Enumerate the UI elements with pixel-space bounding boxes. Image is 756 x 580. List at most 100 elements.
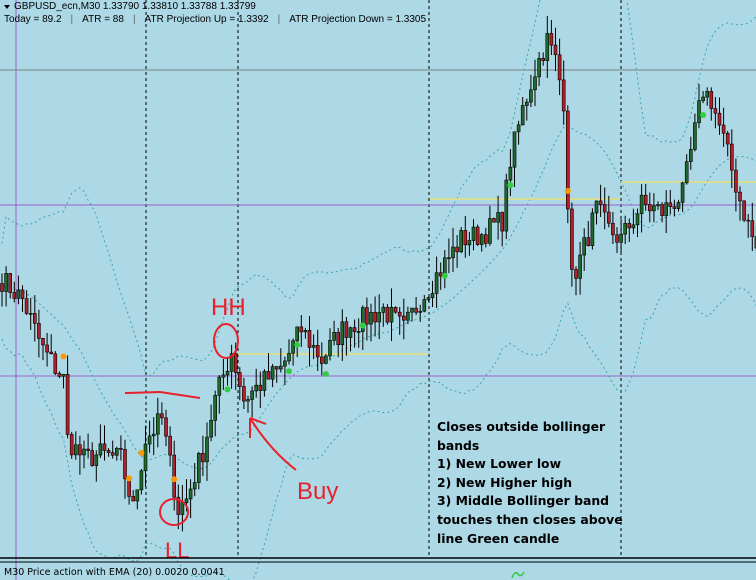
bull-candle bbox=[516, 124, 521, 133]
sell-signal-dot bbox=[138, 449, 145, 456]
bear-candle bbox=[574, 269, 578, 279]
ll-circle bbox=[159, 498, 189, 526]
bull-candle bbox=[594, 200, 599, 214]
bear-candle bbox=[463, 230, 468, 246]
indicator-subwindow[interactable]: M30 Price action with EMA (20) 0.0020 0.… bbox=[0, 557, 756, 579]
sell-signal-dot bbox=[171, 476, 178, 483]
bull-candle bbox=[512, 131, 517, 168]
buy-signal-dot bbox=[286, 368, 292, 375]
bull-candle bbox=[278, 365, 283, 370]
bear-candle bbox=[615, 234, 619, 243]
bear-candle bbox=[131, 496, 135, 502]
buy-signal-dot bbox=[507, 182, 514, 189]
bull-candle bbox=[147, 435, 152, 445]
bear-candle bbox=[397, 311, 402, 317]
bull-candle bbox=[184, 498, 189, 503]
note-line: Closes outside bollinger bbox=[437, 419, 606, 434]
bear-candle bbox=[455, 246, 459, 253]
hand-annotations: HH LL Buy bbox=[124, 294, 338, 563]
bull-candle bbox=[680, 182, 685, 203]
bull-candle bbox=[430, 293, 435, 298]
stat-atr-down: ATR Projection Down = 1.3305 bbox=[289, 14, 427, 25]
bull-candle bbox=[94, 454, 99, 466]
bear-candle bbox=[160, 413, 164, 419]
bull-candle bbox=[467, 240, 472, 246]
bull-candle bbox=[303, 330, 308, 333]
bull-candle bbox=[283, 360, 287, 367]
bull-candle bbox=[524, 101, 529, 106]
bull-candle bbox=[389, 307, 394, 323]
bear-candle bbox=[721, 124, 726, 134]
bull-candle bbox=[639, 194, 644, 215]
bull-candle bbox=[28, 313, 33, 315]
bear-candle bbox=[233, 353, 238, 373]
bull-candle bbox=[180, 502, 185, 515]
bull-candle bbox=[82, 448, 86, 456]
bull-candle bbox=[652, 205, 656, 212]
buy-signal-dot bbox=[359, 322, 366, 329]
bull-candle bbox=[221, 374, 226, 378]
bull-candle bbox=[545, 33, 550, 61]
separator: | bbox=[132, 14, 136, 25]
bull-candle bbox=[676, 202, 681, 209]
bear-candle bbox=[754, 236, 756, 249]
bear-candle bbox=[438, 272, 443, 277]
bull-candle bbox=[377, 312, 382, 323]
bull-candle bbox=[434, 272, 439, 294]
bear-candle bbox=[565, 110, 570, 210]
bear-candle bbox=[0, 283, 4, 292]
bear-candle bbox=[69, 434, 74, 456]
bull-candle bbox=[209, 420, 213, 438]
buy-signal-dot bbox=[441, 272, 448, 279]
subwindow-label: M30 Price action with EMA (20) 0.0020 0.… bbox=[4, 567, 225, 578]
bull-candle bbox=[684, 161, 689, 184]
bear-candle bbox=[606, 211, 611, 224]
buy-signal-dot bbox=[294, 341, 301, 348]
bull-candle bbox=[250, 390, 254, 400]
bull-candle bbox=[418, 310, 423, 313]
bull-candle bbox=[537, 58, 541, 78]
bear-candle bbox=[90, 450, 94, 466]
signal-dots bbox=[60, 112, 707, 483]
bear-candle bbox=[672, 206, 677, 209]
bear-candle bbox=[8, 273, 12, 293]
buy-label: Buy bbox=[297, 478, 338, 505]
bear-candle bbox=[24, 298, 29, 314]
bull-candle bbox=[533, 76, 537, 91]
bull-candle bbox=[291, 340, 295, 354]
bear-candle bbox=[475, 226, 480, 245]
bull-candle bbox=[631, 224, 636, 229]
bear-candle bbox=[365, 307, 369, 325]
bear-candle bbox=[238, 372, 242, 387]
bear-candle bbox=[65, 374, 70, 435]
bear-candle bbox=[557, 54, 562, 81]
separator: | bbox=[277, 14, 281, 25]
bear-candle bbox=[299, 326, 304, 333]
bear-candle bbox=[729, 143, 734, 171]
bear-candle bbox=[643, 194, 648, 205]
separator: | bbox=[70, 14, 74, 25]
bull-candle bbox=[471, 226, 476, 241]
bull-candle bbox=[197, 453, 201, 483]
buy-signal-dot bbox=[322, 370, 329, 377]
sell-signal-dot bbox=[60, 353, 67, 360]
bull-candle bbox=[61, 374, 66, 377]
bull-candle bbox=[504, 179, 509, 232]
bull-candle bbox=[356, 331, 361, 333]
bear-candle bbox=[647, 204, 652, 212]
bull-candle bbox=[360, 307, 365, 332]
symbol-line: GBPUSD_ecn,M30 1.33790 1.33810 1.33788 1… bbox=[14, 1, 256, 12]
bear-candle bbox=[500, 212, 505, 232]
bull-candle bbox=[74, 444, 78, 456]
bear-candle bbox=[41, 338, 45, 346]
bear-candle bbox=[709, 91, 714, 109]
bull-candle bbox=[697, 100, 701, 124]
bull-candle bbox=[422, 299, 427, 312]
bull-candle bbox=[287, 352, 291, 362]
triangle-down-icon[interactable] bbox=[4, 4, 10, 9]
bear-candle bbox=[414, 307, 418, 313]
bull-candle bbox=[324, 355, 328, 364]
resistance-stroke bbox=[124, 390, 201, 399]
